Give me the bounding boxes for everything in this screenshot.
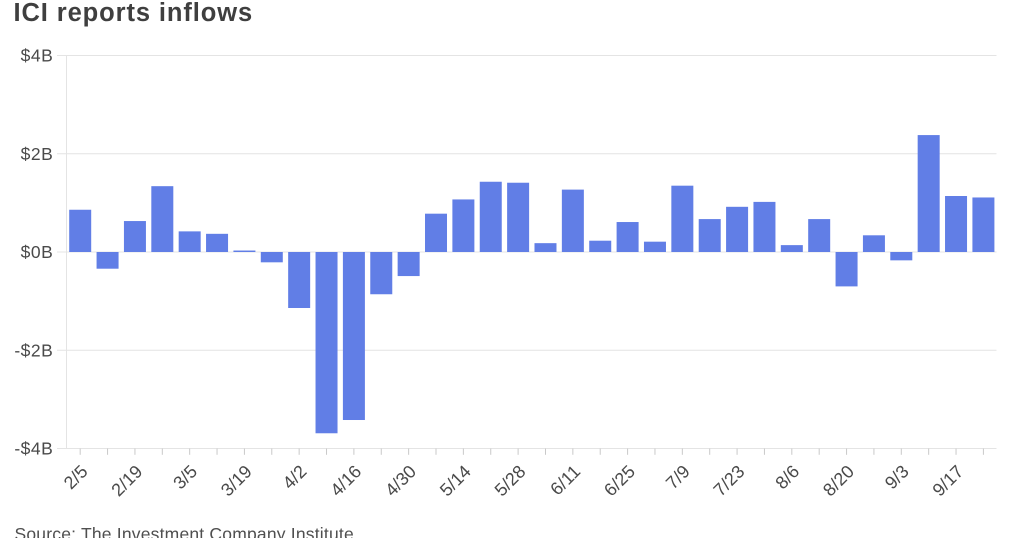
svg-text:-$2B: -$2B [14, 340, 53, 360]
svg-text:$0B: $0B [21, 242, 54, 262]
svg-text:$2B: $2B [21, 144, 54, 164]
svg-text:6/11: 6/11 [546, 461, 584, 499]
svg-text:6/25: 6/25 [600, 461, 639, 500]
svg-text:3/5: 3/5 [169, 461, 201, 493]
svg-text:4/16: 4/16 [326, 461, 365, 500]
svg-text:2/19: 2/19 [107, 461, 146, 500]
svg-text:9/17: 9/17 [929, 461, 968, 500]
svg-text:5/28: 5/28 [491, 461, 530, 500]
svg-text:Source: The Investment Company: Source: The Investment Company Institute [15, 524, 354, 538]
svg-text:-$4B: -$4B [14, 439, 53, 459]
svg-text:4/2: 4/2 [279, 461, 311, 493]
svg-text:8/20: 8/20 [819, 461, 858, 500]
svg-text:2/5: 2/5 [60, 461, 92, 493]
svg-text:7/9: 7/9 [662, 461, 694, 493]
svg-text:8/6: 8/6 [771, 461, 803, 493]
svg-text:$4B: $4B [21, 46, 54, 66]
svg-text:7/23: 7/23 [710, 461, 749, 500]
svg-text:3/19: 3/19 [217, 461, 256, 500]
svg-text:9/3: 9/3 [881, 461, 913, 493]
svg-text:ICI reports inflows: ICI reports inflows [14, 0, 254, 27]
svg-text:5/14: 5/14 [436, 461, 475, 500]
svg-text:4/30: 4/30 [381, 461, 420, 500]
